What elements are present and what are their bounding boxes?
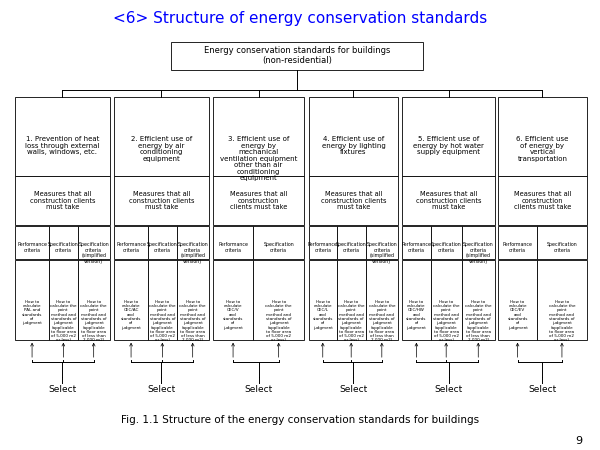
Text: <6> Structure of energy conservation standards: <6> Structure of energy conservation sta… xyxy=(113,11,487,26)
Text: 2. Efficient use of
energy by air
conditioning
equipment: 2. Efficient use of energy by air condit… xyxy=(131,136,192,162)
Text: How to
calculate
CEC/HW
and
standards
of
judgment: How to calculate CEC/HW and standards of… xyxy=(406,300,427,329)
Text: Measures that all
construction clients
must take: Measures that all construction clients m… xyxy=(29,191,95,210)
FancyBboxPatch shape xyxy=(498,226,537,259)
FancyBboxPatch shape xyxy=(114,97,209,176)
FancyBboxPatch shape xyxy=(366,226,398,259)
FancyBboxPatch shape xyxy=(176,226,209,259)
FancyBboxPatch shape xyxy=(114,226,148,259)
Text: How to
calculate the
point
method and
standards of
judgment
(applicable
to floor: How to calculate the point method and st… xyxy=(548,300,575,342)
Text: Performance
criteria: Performance criteria xyxy=(17,242,47,253)
Text: Fig. 1.1 Structure of the energy conservation standards for buildings: Fig. 1.1 Structure of the energy conserv… xyxy=(121,415,479,425)
Text: Select: Select xyxy=(147,385,176,394)
FancyBboxPatch shape xyxy=(431,226,461,259)
Text: How to
calculate the
point
method and
standards of
judgment
(applicable
to floor: How to calculate the point method and st… xyxy=(338,300,364,342)
FancyBboxPatch shape xyxy=(309,176,398,225)
Text: 4. Efficient use of
energy by lighting
fixtures: 4. Efficient use of energy by lighting f… xyxy=(322,136,385,155)
Text: Performance
criteria: Performance criteria xyxy=(116,242,146,253)
FancyBboxPatch shape xyxy=(176,260,209,340)
Text: How to
calculate
CEC/L
and
standards
of
judgment: How to calculate CEC/L and standards of … xyxy=(313,300,333,329)
Text: Specification
criteria: Specification criteria xyxy=(336,242,367,253)
FancyBboxPatch shape xyxy=(498,97,587,176)
Text: Specification
criteria
(simplified
version): Specification criteria (simplified versi… xyxy=(367,242,397,264)
Text: How to
calculate the
point
method and
standards of
judgment
(applicable
to floor: How to calculate the point method and st… xyxy=(433,300,460,342)
FancyBboxPatch shape xyxy=(171,42,423,70)
FancyBboxPatch shape xyxy=(337,260,366,340)
Text: How to
calculate the
point
method and
standards of
judgment
(applicable
to floor: How to calculate the point method and st… xyxy=(465,300,491,342)
Text: How to
calculate the
point
method and
standards of
judgment
(applicable
to floor: How to calculate the point method and st… xyxy=(50,300,77,342)
FancyBboxPatch shape xyxy=(77,226,110,259)
Text: Measures that all
construction clients
must take: Measures that all construction clients m… xyxy=(416,191,481,210)
Text: Performance
criteria: Performance criteria xyxy=(218,242,248,253)
Text: Performance
criteria: Performance criteria xyxy=(401,242,431,253)
Text: 1. Prevention of heat
loss through external
walls, windows, etc.: 1. Prevention of heat loss through exter… xyxy=(25,136,100,155)
Text: Measures that all
construction clients
must take: Measures that all construction clients m… xyxy=(128,191,194,210)
Text: Performance
criteria: Performance criteria xyxy=(308,242,338,253)
Text: 3. Efficient use of
energy by
mechanical
ventilation equipment
other than air
co: 3. Efficient use of energy by mechanical… xyxy=(220,136,297,181)
FancyBboxPatch shape xyxy=(402,97,495,176)
Text: 9: 9 xyxy=(575,436,582,446)
Text: Select: Select xyxy=(528,385,557,394)
Text: Measures that all
construction clients
must take: Measures that all construction clients m… xyxy=(320,191,386,210)
Text: 5. Efficient use of
energy by hot water
supply equipment: 5. Efficient use of energy by hot water … xyxy=(413,136,484,155)
FancyBboxPatch shape xyxy=(15,226,49,259)
Text: How to
calculate
CEC/AC
and
standards
of
judgment: How to calculate CEC/AC and standards of… xyxy=(121,300,141,329)
Text: Specification
criteria: Specification criteria xyxy=(431,242,461,253)
Text: Specification
criteria: Specification criteria xyxy=(147,242,178,253)
Text: Specification
criteria
(simplified
version): Specification criteria (simplified versi… xyxy=(178,242,208,264)
Text: How to
calculate
CEC/V
and
standards
of
judgment: How to calculate CEC/V and standards of … xyxy=(223,300,243,329)
Text: Select: Select xyxy=(434,385,463,394)
Text: How to
calculate the
point
method and
standards of
judgment
(applicable
to floor: How to calculate the point method and st… xyxy=(265,300,292,342)
Text: Measures that all
construction
clients must take: Measures that all construction clients m… xyxy=(230,191,287,210)
Text: Specification
criteria
(simplified
version): Specification criteria (simplified versi… xyxy=(79,242,109,264)
Text: Specification
criteria: Specification criteria xyxy=(48,242,79,253)
Text: Energy conservation standards for buildings
(non-residential): Energy conservation standards for buildi… xyxy=(204,46,390,65)
FancyBboxPatch shape xyxy=(309,97,398,176)
Text: How to
calculate the
point
method and
standards of
judgment
(applicable
to floor: How to calculate the point method and st… xyxy=(149,300,176,342)
FancyBboxPatch shape xyxy=(498,176,587,225)
FancyBboxPatch shape xyxy=(498,260,537,340)
FancyBboxPatch shape xyxy=(15,176,110,225)
Text: Specification
criteria: Specification criteria xyxy=(263,242,294,253)
Text: How to
calculate
PAL and
standards
of
judgment: How to calculate PAL and standards of ju… xyxy=(22,300,42,325)
FancyBboxPatch shape xyxy=(114,176,209,225)
FancyBboxPatch shape xyxy=(114,260,148,340)
Text: Measures that all
construction
clients must take: Measures that all construction clients m… xyxy=(514,191,571,210)
Text: Specification
criteria: Specification criteria xyxy=(547,242,577,253)
Text: Select: Select xyxy=(244,385,273,394)
FancyBboxPatch shape xyxy=(253,260,304,340)
FancyBboxPatch shape xyxy=(431,260,461,340)
FancyBboxPatch shape xyxy=(15,97,110,176)
Text: Select: Select xyxy=(48,385,77,394)
FancyBboxPatch shape xyxy=(309,260,337,340)
FancyBboxPatch shape xyxy=(309,226,337,259)
Text: How to
calculate the
point
method and
standards of
judgment
(applicable
to floor: How to calculate the point method and st… xyxy=(368,300,395,342)
FancyBboxPatch shape xyxy=(402,260,431,340)
FancyBboxPatch shape xyxy=(537,226,587,259)
Text: Performance
criteria: Performance criteria xyxy=(503,242,533,253)
FancyBboxPatch shape xyxy=(337,226,366,259)
Text: Select: Select xyxy=(339,385,368,394)
Text: How to
calculate
CEC/EV
and
standards
of
judgment: How to calculate CEC/EV and standards of… xyxy=(508,300,528,329)
FancyBboxPatch shape xyxy=(253,226,304,259)
FancyBboxPatch shape xyxy=(77,260,110,340)
FancyBboxPatch shape xyxy=(366,260,398,340)
Text: How to
calculate the
point
method and
standards of
judgment
(applicable
to floor: How to calculate the point method and st… xyxy=(179,300,206,342)
FancyBboxPatch shape xyxy=(402,176,495,225)
Text: Specification
criteria
(simplified
version): Specification criteria (simplified versi… xyxy=(463,242,494,264)
FancyBboxPatch shape xyxy=(148,226,176,259)
FancyBboxPatch shape xyxy=(537,260,587,340)
FancyBboxPatch shape xyxy=(49,260,77,340)
FancyBboxPatch shape xyxy=(49,226,77,259)
Text: 6. Efficient use
of energy by
vertical
transportation: 6. Efficient use of energy by vertical t… xyxy=(516,136,569,162)
FancyBboxPatch shape xyxy=(213,176,304,225)
FancyBboxPatch shape xyxy=(213,260,253,340)
FancyBboxPatch shape xyxy=(148,260,176,340)
FancyBboxPatch shape xyxy=(15,260,49,340)
FancyBboxPatch shape xyxy=(461,260,495,340)
FancyBboxPatch shape xyxy=(213,226,253,259)
FancyBboxPatch shape xyxy=(213,97,304,176)
FancyBboxPatch shape xyxy=(402,226,431,259)
FancyBboxPatch shape xyxy=(461,226,495,259)
Text: How to
calculate the
point
method and
standards of
judgment
(applicable
to floor: How to calculate the point method and st… xyxy=(80,300,107,342)
